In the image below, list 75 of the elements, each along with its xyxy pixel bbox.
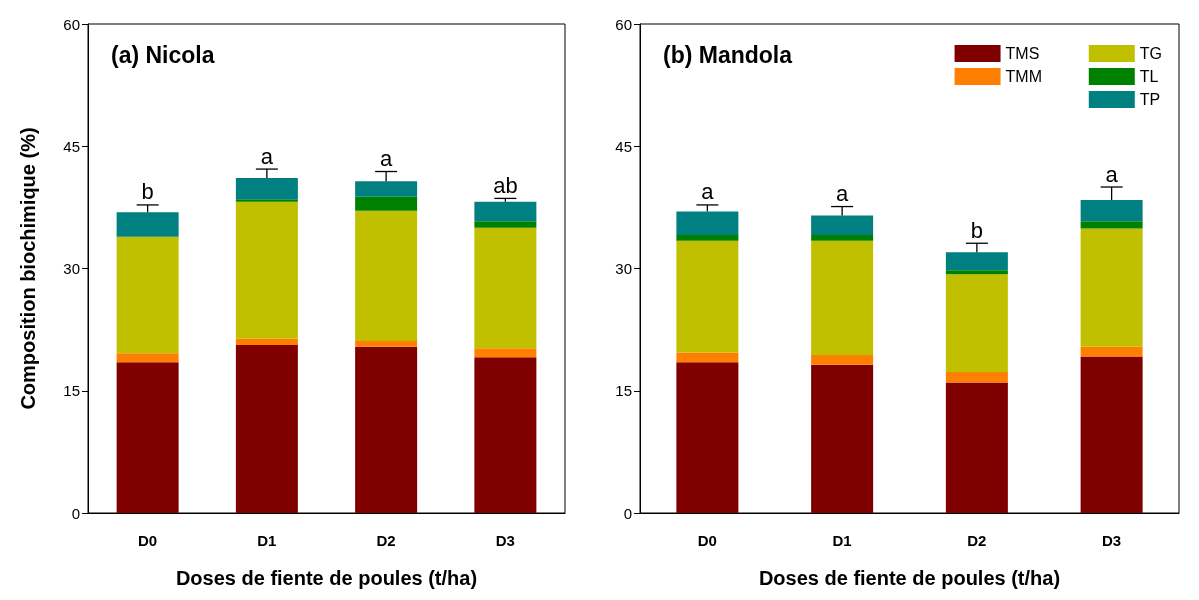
- annotation: a: [260, 143, 274, 169]
- y-tick-label: 60: [615, 15, 632, 33]
- legend-label: TG: [1139, 45, 1162, 62]
- bar: [355, 196, 418, 211]
- annotation: b: [141, 179, 154, 205]
- bar: [676, 362, 739, 513]
- y-tick-label: 45: [63, 137, 80, 155]
- bar: [355, 181, 418, 197]
- annotation: b: [970, 217, 983, 243]
- y-tick-label: 15: [615, 382, 632, 400]
- x-tick-label: D2: [967, 532, 987, 549]
- bar: [235, 345, 298, 513]
- x-tick-label: D3: [495, 532, 515, 549]
- legend-label: TMM: [1005, 68, 1043, 85]
- bar: [474, 227, 537, 349]
- bar: [474, 201, 537, 222]
- annotation: a: [701, 179, 715, 205]
- bar: [676, 352, 739, 363]
- bar: [945, 270, 1008, 275]
- annotation: a: [1105, 161, 1119, 187]
- bar: [116, 236, 179, 354]
- bar: [676, 211, 739, 236]
- y-tick-label: 45: [615, 137, 632, 155]
- bar: [945, 382, 1008, 513]
- bar: [474, 221, 537, 228]
- legend-label: TL: [1139, 68, 1159, 85]
- bar: [1080, 200, 1143, 222]
- legend-label: TMS: [1005, 45, 1040, 62]
- bar: [811, 235, 874, 241]
- text: (b) Mandola: [663, 41, 793, 68]
- bar: [235, 178, 298, 200]
- bar: [474, 348, 537, 358]
- bar: [116, 353, 179, 363]
- bar: [235, 338, 298, 346]
- bar: [1080, 228, 1143, 347]
- x-tick-label: D1: [832, 532, 852, 549]
- annotation: a: [836, 181, 849, 207]
- y-tick-label: 30: [615, 260, 632, 277]
- x-tick-label: D1: [257, 532, 277, 549]
- bar: [1080, 221, 1143, 229]
- bar: [355, 210, 418, 342]
- y-axis-title: Composition biochimique (%): [17, 127, 39, 410]
- bar: [945, 274, 1008, 373]
- bar: [116, 362, 179, 513]
- bar: [355, 346, 418, 513]
- legend-label: TP: [1139, 91, 1161, 108]
- bar: [811, 354, 874, 365]
- bar: [811, 240, 874, 355]
- x-tick-label: D0: [697, 532, 717, 549]
- x-tick-label: D0: [138, 532, 158, 549]
- text: (a) Nicola: [111, 41, 215, 68]
- x-axis-title: Doses de fiente de poules (t/ha): [175, 567, 478, 589]
- bar: [676, 240, 739, 353]
- annotation: a: [380, 146, 393, 172]
- bar: [116, 212, 179, 237]
- bar: [811, 364, 874, 513]
- x-tick-label: D3: [1102, 532, 1122, 549]
- bar: [676, 235, 739, 241]
- y-tick-label: 60: [63, 15, 80, 33]
- bar: [811, 215, 874, 236]
- bar: [235, 201, 298, 339]
- x-tick-label: D2: [376, 532, 396, 549]
- y-tick-label: 15: [63, 382, 80, 400]
- y-tick-label: 30: [63, 260, 80, 277]
- bar: [945, 372, 1008, 383]
- bar: [355, 341, 418, 347]
- annotation: ab: [493, 172, 518, 198]
- y-tick-label: 0: [71, 504, 80, 522]
- bar: [474, 357, 537, 513]
- y-tick-label: 0: [623, 504, 632, 522]
- bar: [235, 199, 298, 202]
- bar: [945, 252, 1008, 271]
- bar: [1080, 346, 1143, 357]
- x-axis-title: Doses de fiente de poules (t/ha): [758, 567, 1061, 589]
- bar: [1080, 356, 1143, 513]
